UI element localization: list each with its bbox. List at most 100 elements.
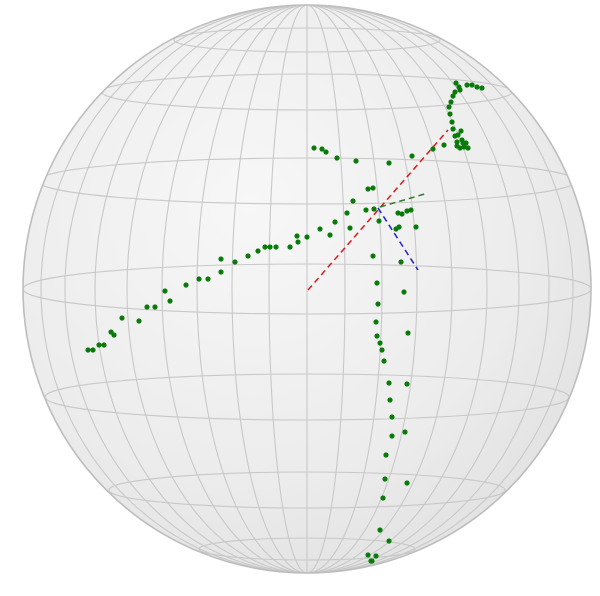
data-point [383,452,389,458]
data-point [404,381,410,387]
data-point [377,527,383,533]
data-point [479,85,485,91]
data-point [119,315,125,321]
data-point [461,144,467,150]
data-point [464,82,470,88]
data-point [374,333,380,339]
data-point [162,288,168,294]
data-point [350,198,356,204]
data-point [371,206,377,212]
data-point [374,280,380,286]
data-point [319,146,325,152]
data-point [449,119,455,125]
data-point [85,347,91,353]
data-point [255,248,261,254]
data-point [96,342,102,348]
data-point [245,253,251,259]
data-point [370,253,376,259]
data-point [167,298,173,304]
data-point [144,304,150,310]
data-point [353,158,359,164]
data-point [453,80,459,86]
sphere-grid [23,5,591,573]
data-point [370,185,376,191]
data-point [430,146,436,152]
data-point [386,380,392,386]
data-point [273,244,279,250]
data-point [396,224,402,230]
data-point [380,495,386,501]
data-point [402,429,408,435]
meridian-line [126,5,488,573]
meridian-line [231,5,383,573]
data-point [399,211,405,217]
data-point [152,304,158,310]
data-point [317,226,323,232]
data-point [375,301,381,307]
axis-y-line [379,192,429,208]
data-point [218,256,224,262]
axis-z-line [377,207,419,271]
data-point [373,319,379,325]
data-point [368,558,374,564]
data-point [447,111,453,117]
meridian-line [161,5,453,573]
data-point [413,224,419,230]
data-point [347,225,353,231]
data-point [294,233,300,239]
data-point [373,553,379,559]
data-point [457,87,463,93]
data-point [327,232,333,238]
data-point [183,282,189,288]
data-point [469,82,475,88]
data-point [376,218,382,224]
data-point [377,340,383,346]
data-point [452,89,458,95]
data-point [381,358,387,364]
data-point [365,186,371,192]
data-point [389,433,395,439]
data-point [334,155,340,161]
data-point [450,126,456,132]
data-point [196,276,202,282]
data-point [287,244,293,250]
data-point [304,234,310,240]
data-point [389,414,395,420]
data-point [311,145,317,151]
data-point [205,276,211,282]
data-point [387,397,393,403]
data-point [404,480,410,486]
data-point [463,140,469,146]
data-point [382,476,388,482]
meridian-line [64,5,550,573]
data-point [455,132,461,138]
data-point [90,347,96,353]
data-point [218,269,224,275]
data-point [323,149,329,155]
data-point [409,153,415,159]
data-point [458,128,464,134]
data-point [474,84,480,90]
data-point [101,342,107,348]
data-point [379,347,385,353]
data-point [267,244,273,250]
meridian-line [196,5,418,573]
data-point [136,318,142,324]
data-point [446,104,452,110]
meridian-line [40,5,574,573]
axis-x-line [307,129,449,291]
data-point [454,143,460,149]
data-point [386,538,392,544]
data-point [405,330,411,336]
data-point [365,552,371,558]
axis-indicators [307,129,449,291]
data-point [441,142,447,148]
point-cloud [85,80,485,564]
data-point [363,207,369,213]
data-point [465,145,471,151]
meridian-line [94,5,520,573]
data-point [295,239,301,245]
data-point [408,207,414,213]
data-point [401,289,407,295]
